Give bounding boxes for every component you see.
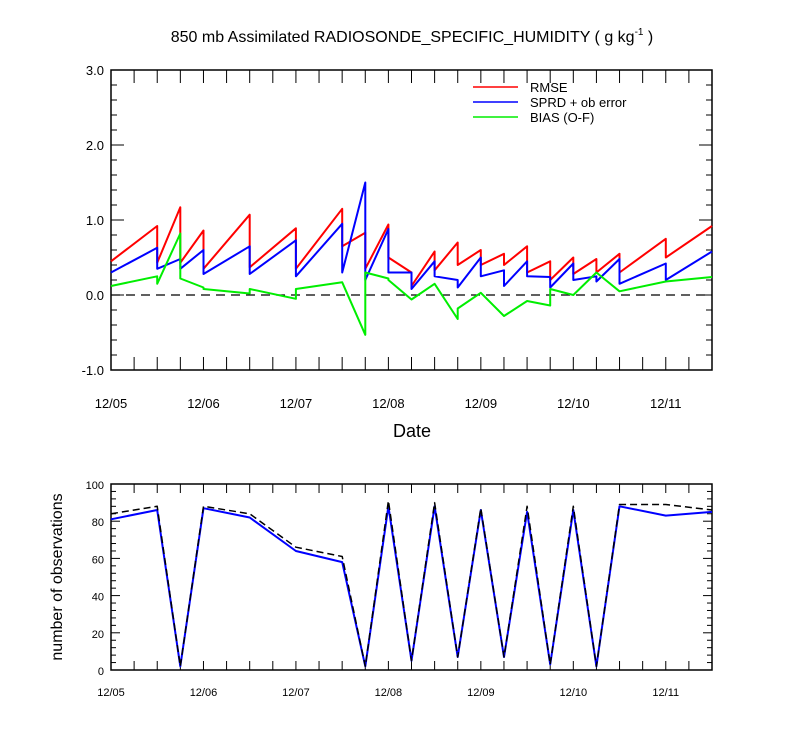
bottom-ytick-label: 60 xyxy=(92,554,104,566)
bottom-ytick-label: 20 xyxy=(92,629,104,641)
y-axis-label-observations: number of observations xyxy=(49,493,66,660)
bottom-xtick-label: 12/08 xyxy=(375,687,403,699)
top-xtick-label: 12/09 xyxy=(465,396,498,411)
top-ytick-label: 2.0 xyxy=(86,138,104,153)
top-ytick-label: 0.0 xyxy=(86,288,104,303)
top-ytick-label: 1.0 xyxy=(86,213,104,228)
bottom-xtick-label: 12/09 xyxy=(467,687,495,699)
bottom-series-observations-used xyxy=(110,505,713,668)
bottom-xtick-label: 12/10 xyxy=(560,687,588,699)
top-plot-frame xyxy=(110,69,713,371)
top-series-group xyxy=(110,181,713,336)
bottom-series-observations-possible xyxy=(110,499,713,668)
bottom-ytick-label: 40 xyxy=(92,592,104,604)
top-panel: 850 mb Assimilated RADIOSONDE_SPECIFIC_H… xyxy=(82,27,713,441)
bottom-ytick-label: 0 xyxy=(98,666,104,678)
bottom-xtick-label: 12/05 xyxy=(97,687,125,699)
legend-label-rmse: RMSE xyxy=(530,80,568,95)
top-xtick-label: 12/05 xyxy=(95,396,128,411)
bottom-xtick-label: 12/11 xyxy=(652,687,679,699)
bottom-plot-frame xyxy=(110,483,713,671)
top-series-bias-o-f xyxy=(110,232,713,336)
chart-title: 850 mb Assimilated RADIOSONDE_SPECIFIC_H… xyxy=(171,27,654,46)
top-xtick-label: 12/11 xyxy=(650,396,682,411)
bottom-panel: 0 20 40 60 80 100 12/05 12/06 12/07 12/08 12/09 12/… xyxy=(49,480,713,699)
bottom-ytick-label: 80 xyxy=(92,517,104,529)
chart-title-main: 850 mb Assimilated RADIOSONDE_SPECIFIC_H… xyxy=(171,29,635,46)
chart-title-superscript: -1 xyxy=(635,27,644,38)
bottom-ytick-label: 100 xyxy=(86,480,104,492)
top-xtick-label: 12/10 xyxy=(557,396,590,411)
bottom-xtick-label: 12/06 xyxy=(190,687,218,699)
top-xtick-label: 12/07 xyxy=(280,396,313,411)
top-xtick-label: 12/06 xyxy=(187,396,220,411)
bottom-series-group xyxy=(110,499,713,668)
top-xtick-label: 12/08 xyxy=(372,396,405,411)
bottom-axes: 0 20 40 60 80 100 12/05 12/06 12/07 12/08 12/09 12/… xyxy=(86,480,713,699)
bottom-xtick-label: 12/07 xyxy=(282,687,310,699)
legend: RMSE SPRD + ob error BIAS (O-F) xyxy=(473,80,627,125)
top-axes: -1.0 0.0 1.0 2.0 3.0 12/05 12/06 12/07 12/08 12/0… xyxy=(82,63,713,411)
legend-label-sprd: SPRD + ob error xyxy=(530,95,627,110)
top-ytick-label: -1.0 xyxy=(82,363,104,378)
x-axis-label: Date xyxy=(393,421,431,441)
chart-title-end: ) xyxy=(643,29,653,46)
top-series-sprd-ob-error xyxy=(110,181,713,290)
legend-label-bias: BIAS (O-F) xyxy=(530,110,594,125)
top-ytick-label: 3.0 xyxy=(86,63,104,78)
